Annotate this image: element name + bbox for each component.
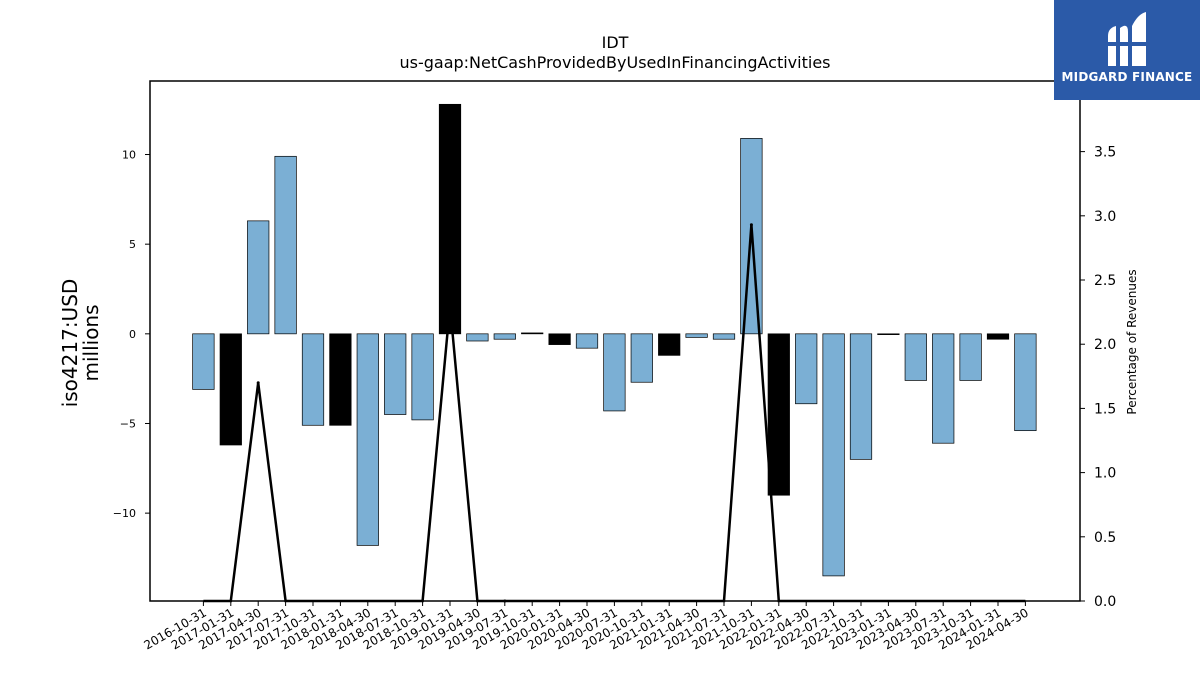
line-point-2019-01-31 [448, 304, 452, 308]
bar-2023-04-30 [904, 333, 927, 381]
bar-2017-10-31 [301, 333, 325, 426]
percentage-line [203, 224, 1026, 603]
y-tick-label: 5 [129, 238, 136, 251]
bar-2023-07-31 [932, 333, 955, 444]
y-right-tick-label: 2.0 [1094, 337, 1116, 353]
bar-2019-10-31 [521, 332, 544, 335]
y-tick-label: −5 [120, 417, 136, 430]
bar-2020-04-30 [575, 333, 599, 349]
bar-2023-10-31 [959, 333, 982, 381]
y-right-tick-label: 1.0 [1094, 466, 1116, 482]
bar-2019-07-31 [493, 333, 516, 340]
y-right-tick-label: 3.0 [1094, 209, 1116, 225]
y-tick-label: 0 [129, 328, 136, 341]
bar-2021-07-31 [712, 333, 736, 340]
bar-2022-04-30 [795, 333, 818, 405]
bar-2021-04-30 [685, 333, 708, 338]
bar-2016-10-31 [192, 333, 215, 390]
y-axis-right-label: Percentage of Revenues [1125, 269, 1139, 414]
midgard-finance-logo: MIDGARD FINANCE [1054, 0, 1200, 100]
y-right-tick-label: 1.5 [1094, 401, 1116, 417]
bar-group [192, 103, 1037, 577]
chart-title: IDT [602, 33, 629, 52]
bar-2017-07-31 [274, 155, 297, 335]
bar-2023-01-31 [877, 333, 900, 335]
y-axis-label-line1: iso4217:USD [58, 279, 82, 408]
y-right-tick-label: 0.0 [1094, 594, 1116, 610]
bar-2022-01-31 [767, 333, 790, 496]
bar-2024-04-30 [1014, 333, 1037, 432]
brand-name: MIDGARD FINANCE [1061, 70, 1193, 84]
percentage-line-group [203, 223, 1026, 603]
line-point-2021-10-31 [749, 223, 753, 227]
y-axis-label-line2: millions [79, 304, 103, 381]
y-right-tick-label: 2.5 [1094, 273, 1116, 289]
bar-2022-07-31 [822, 333, 845, 577]
bar-2019-01-31 [438, 103, 462, 335]
line-point-2017-04-30 [256, 381, 260, 385]
y-tick-label: −10 [113, 507, 136, 520]
bar-2024-01-31 [986, 333, 1010, 340]
bar-2017-01-31 [219, 333, 242, 446]
plot-frame [149, 80, 1081, 602]
bar-2018-04-30 [356, 333, 379, 546]
bar-2017-04-30 [247, 220, 270, 335]
bar-2018-01-31 [329, 333, 352, 426]
bar-2019-04-30 [466, 333, 489, 342]
bar-2020-10-31 [630, 333, 653, 383]
y-tick-label: 10 [122, 149, 136, 162]
bar-2018-10-31 [411, 333, 434, 421]
bar-2018-07-31 [384, 333, 407, 415]
bar-2022-10-31 [849, 333, 873, 460]
bar-2020-01-31 [548, 333, 571, 345]
midgard-logo-mark-icon [1108, 12, 1146, 66]
y-right-tick-label: 0.5 [1094, 530, 1116, 546]
chart-subtitle: us-gaap:NetCashProvidedByUsedInFinancing… [399, 53, 830, 72]
bar-2020-07-31 [603, 333, 626, 412]
bar-2021-01-31 [658, 333, 681, 356]
y-right-tick-label: 3.5 [1094, 145, 1116, 161]
